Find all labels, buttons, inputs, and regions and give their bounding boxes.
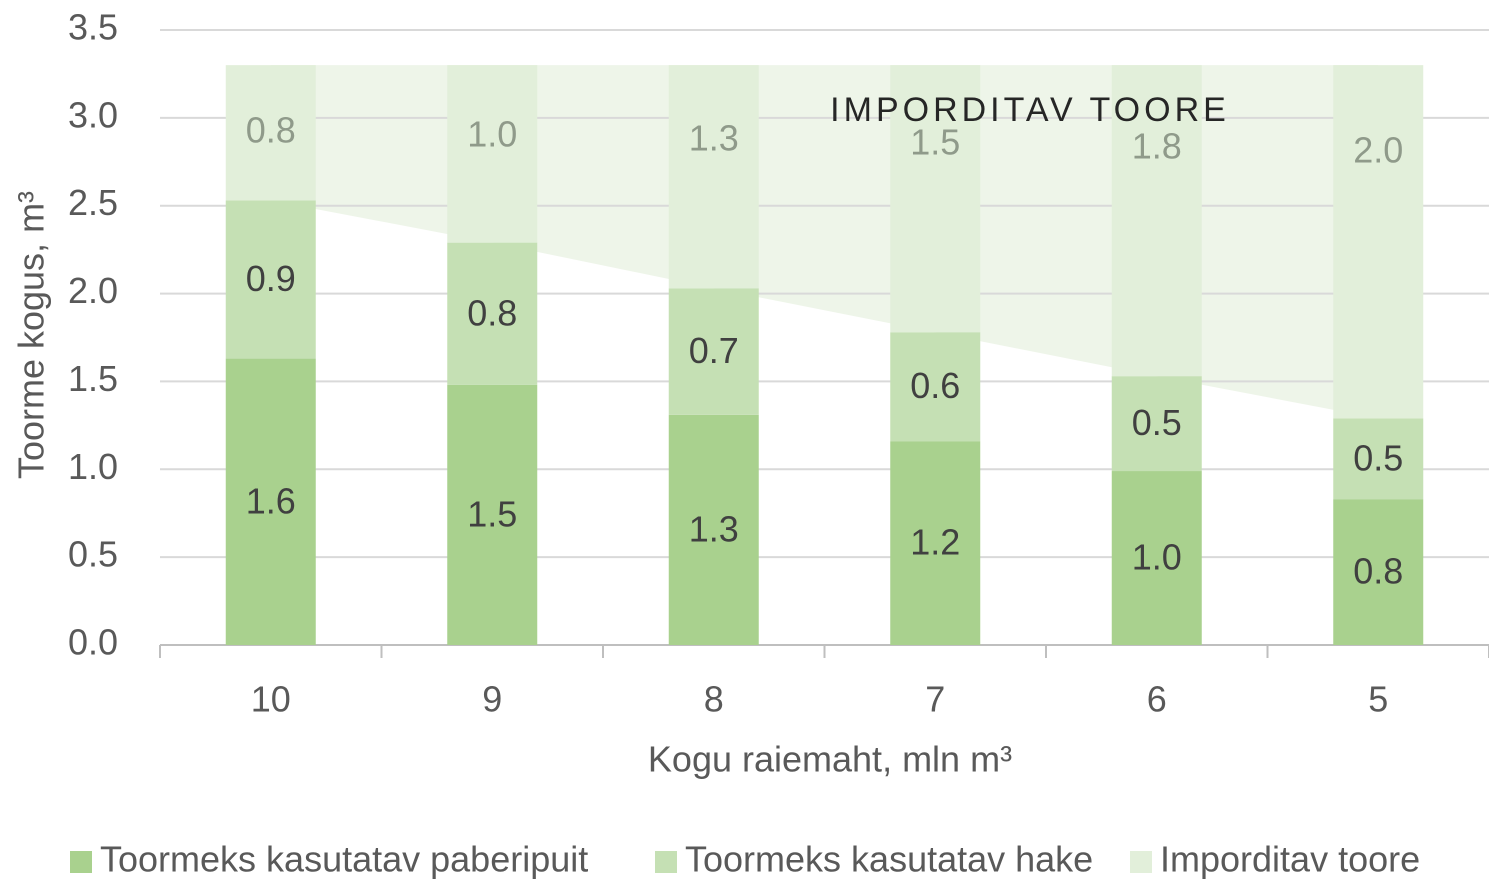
legend-label: Imporditav toore — [1160, 839, 1420, 880]
x-tick-label: 5 — [1368, 679, 1388, 720]
x-tick-label: 9 — [482, 679, 502, 720]
data-label: 0.5 — [1132, 402, 1182, 443]
data-label: 0.6 — [910, 365, 960, 406]
bar-segment — [1111, 65, 1202, 377]
bar-segment — [1111, 376, 1202, 472]
data-label: 0.7 — [689, 330, 739, 371]
data-label: 0.5 — [1353, 437, 1403, 478]
legend-swatch — [1130, 851, 1152, 873]
bar-segment — [1111, 471, 1202, 645]
legend-label: Toormeks kasutatav hake — [685, 839, 1093, 880]
x-tick-label: 8 — [704, 679, 724, 720]
bar-segment — [668, 288, 759, 415]
data-label: 0.8 — [467, 292, 517, 333]
bar-segment — [1333, 499, 1424, 645]
data-label: 1.5 — [467, 493, 517, 534]
data-label: 1.0 — [1132, 537, 1182, 578]
bar-segment — [668, 414, 759, 645]
bar-segment — [225, 358, 316, 645]
legend-label: Toormeks kasutatav paberipuit — [100, 839, 588, 880]
bar-segment — [890, 332, 981, 442]
legend-swatch — [655, 851, 677, 873]
y-axis-title: Toorme kogus, m³ — [11, 191, 52, 479]
bar-segment — [1333, 418, 1424, 500]
bar-segment — [890, 65, 981, 333]
y-tick-label: 0.5 — [68, 534, 118, 575]
bar-segment — [225, 65, 316, 201]
y-tick-label: 3.0 — [68, 94, 118, 135]
data-label: 1.0 — [467, 114, 517, 155]
data-label: 1.5 — [910, 122, 960, 163]
data-label: 0.9 — [246, 258, 296, 299]
x-tick-label: 6 — [1147, 679, 1167, 720]
import-area — [270, 65, 1379, 419]
data-label: 1.2 — [910, 522, 960, 563]
bar-segment — [225, 200, 316, 359]
data-label: 0.8 — [1353, 551, 1403, 592]
x-tick-label: 7 — [925, 679, 945, 720]
bar-segment — [447, 384, 538, 645]
y-tick-label: 2.0 — [68, 270, 118, 311]
data-label: 2.0 — [1353, 130, 1403, 171]
data-label: 1.6 — [246, 480, 296, 521]
data-label: 1.3 — [689, 118, 739, 159]
data-label: 1.8 — [1132, 126, 1182, 167]
bar-segment — [447, 242, 538, 385]
y-tick-label: 2.5 — [68, 182, 118, 223]
bar-segment — [890, 441, 981, 645]
annotation: IMPORDITAV TOORE — [830, 91, 1230, 129]
legend-swatch — [70, 851, 92, 873]
x-tick-label: 10 — [251, 679, 291, 720]
data-label: 1.3 — [689, 508, 739, 549]
bar-segment — [447, 65, 538, 243]
bar-segment — [668, 65, 759, 289]
x-axis-title: Kogu raiemaht, mln m³ — [648, 739, 1012, 780]
y-tick-label: 1.5 — [68, 358, 118, 399]
y-tick-label: 0.0 — [68, 622, 118, 663]
data-label: 0.8 — [246, 110, 296, 151]
y-tick-label: 1.0 — [68, 446, 118, 487]
bar-segment — [1333, 65, 1424, 419]
y-tick-label: 3.5 — [68, 7, 118, 48]
